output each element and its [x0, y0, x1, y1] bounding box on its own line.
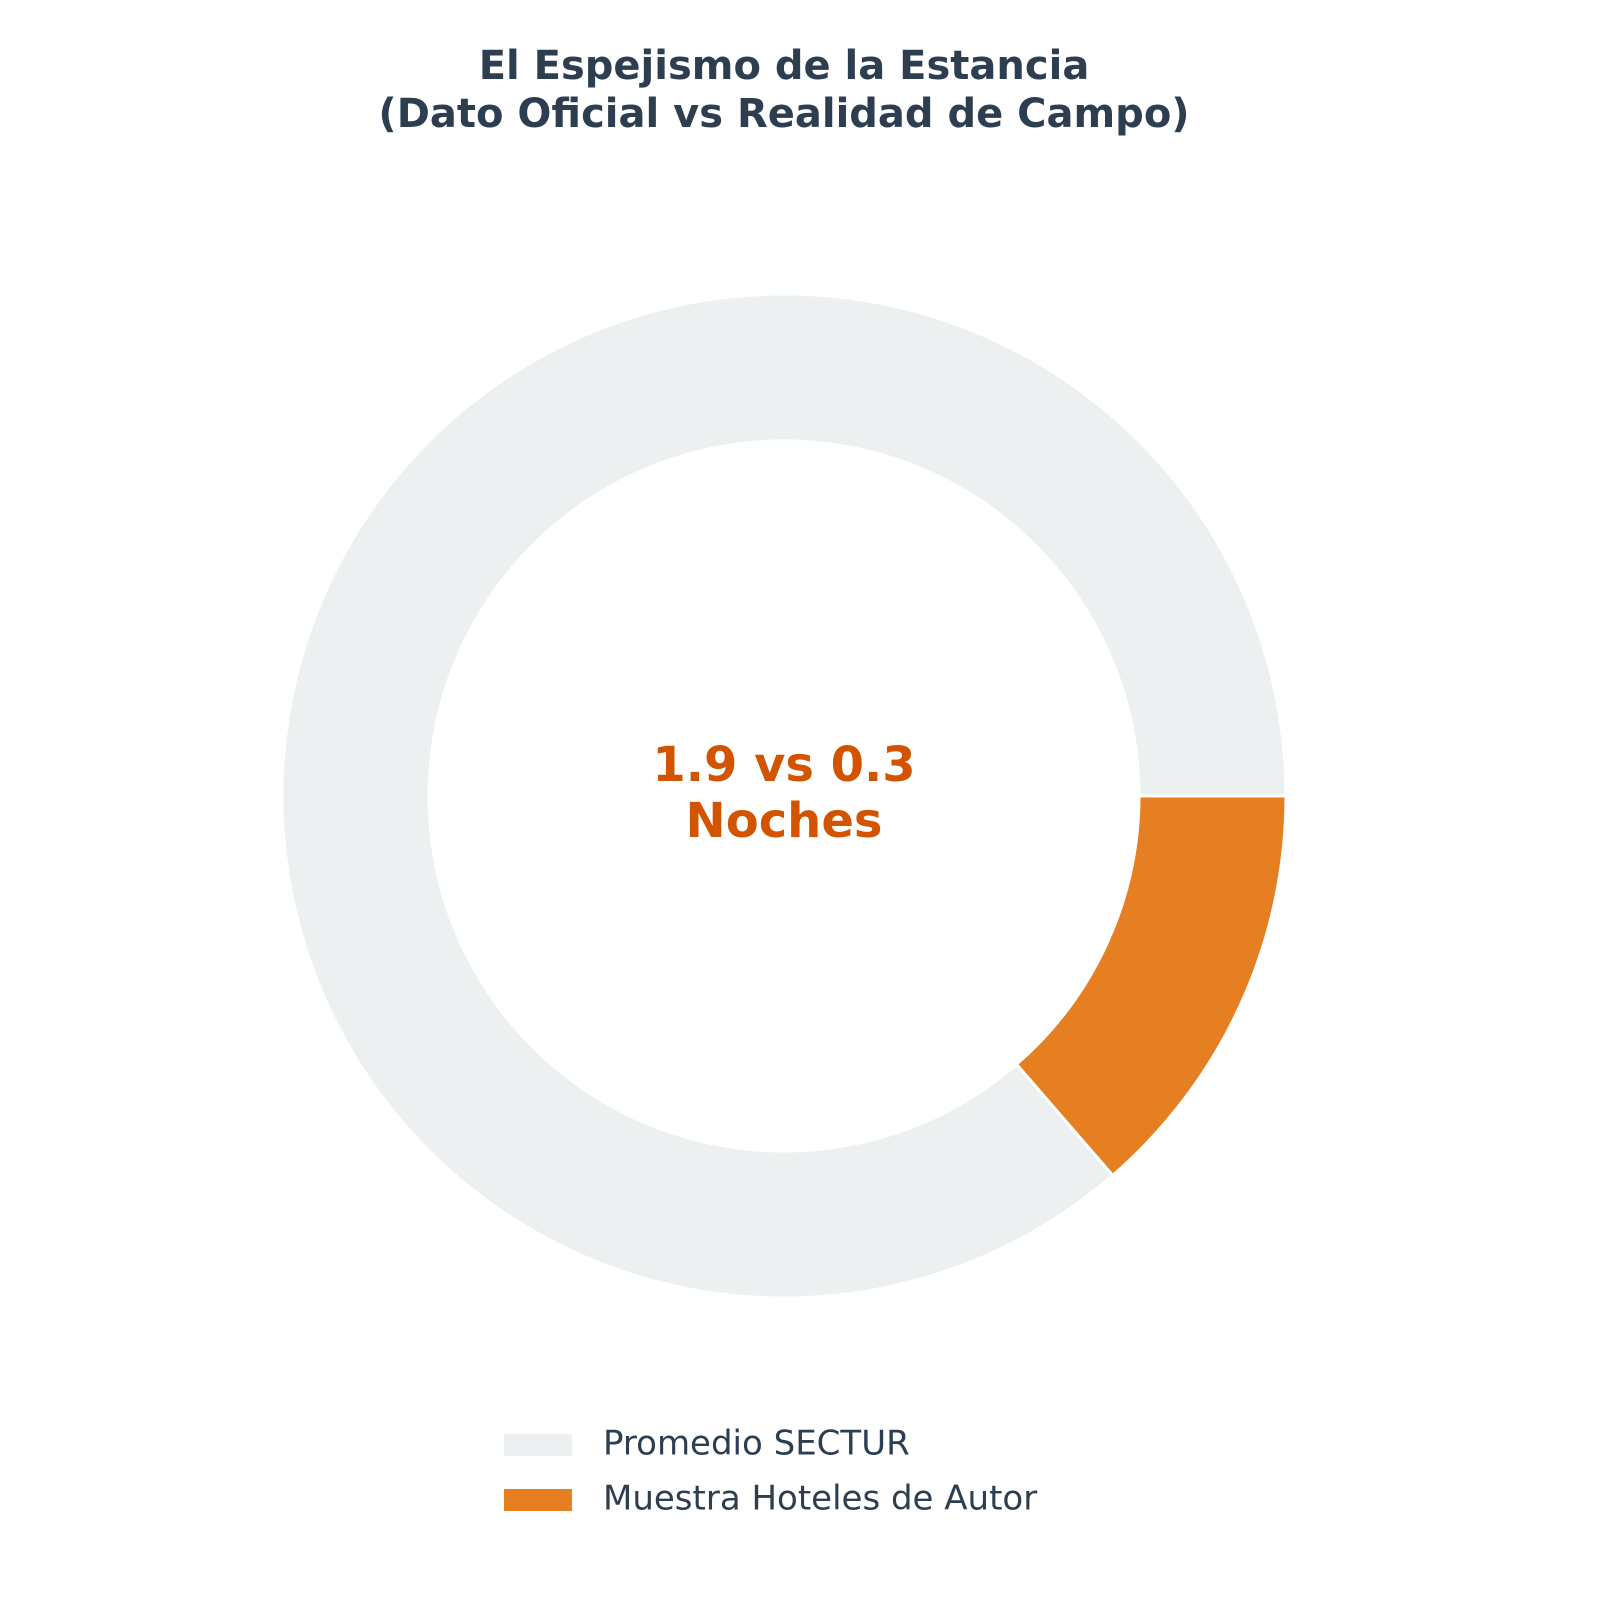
center-annotation: 1.9 vs 0.3 [652, 737, 915, 793]
chart-title: El Espejismo de la Estancia [479, 43, 1090, 89]
donut-segment [280, 292, 1288, 1300]
legend-label: Promedio SECTUR [603, 1424, 910, 1464]
legend-swatch [504, 1489, 572, 1511]
legend-swatch [504, 1434, 572, 1456]
chart-title: (Dato Oficial vs Realidad de Campo) [378, 91, 1189, 137]
center-annotation: Noches [686, 793, 883, 849]
donut-segment [1014, 794, 1288, 1178]
legend-label: Muestra Hoteles de Autor [603, 1479, 1037, 1519]
